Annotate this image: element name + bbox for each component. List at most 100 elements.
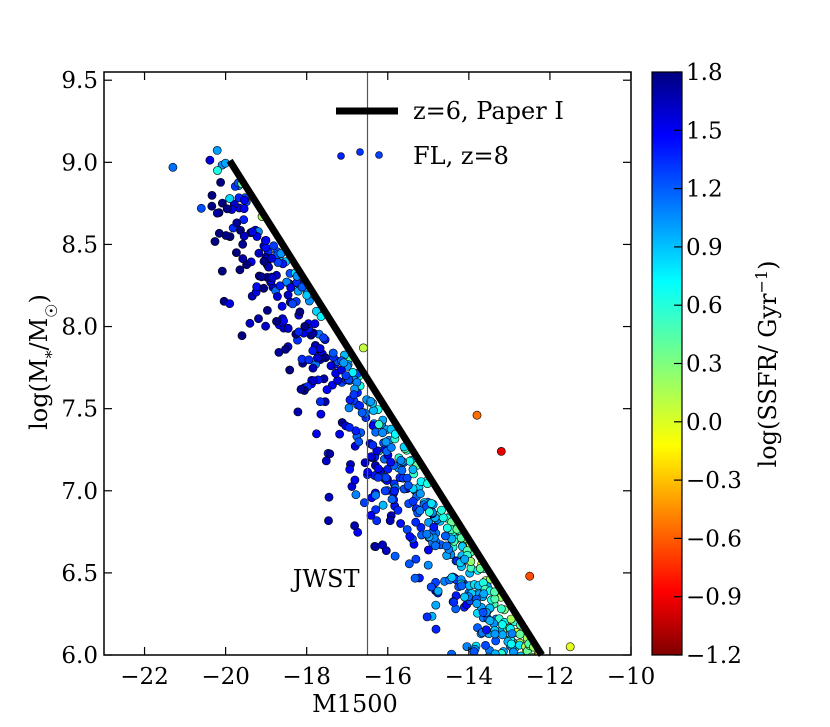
scatter-point xyxy=(272,292,282,301)
x-tick-label: −16 xyxy=(363,664,412,690)
scatter-point xyxy=(212,208,222,218)
scatter-point xyxy=(344,403,354,413)
scatter-point xyxy=(217,266,227,276)
scatter-point xyxy=(411,517,421,527)
scatter-point xyxy=(386,457,396,467)
scatter-point xyxy=(378,500,388,510)
scatter-point xyxy=(485,616,495,626)
scatter-point xyxy=(402,473,412,483)
scatter-point xyxy=(281,344,290,354)
y-tick-label: 6.5 xyxy=(61,561,98,587)
scatter-point xyxy=(396,455,406,465)
scatter-point xyxy=(238,254,248,264)
scatter-point xyxy=(341,371,351,380)
scatter-point xyxy=(405,532,415,541)
scatter-point xyxy=(478,608,488,617)
scatter-point xyxy=(325,449,335,459)
scatter-point xyxy=(238,239,248,249)
scatter-point xyxy=(442,523,452,533)
legend-dot-1 xyxy=(337,152,345,160)
scatter-point xyxy=(304,355,314,365)
scatter-point xyxy=(481,641,490,650)
scatter-point xyxy=(333,376,342,385)
scatter-point xyxy=(335,429,344,439)
scatter-point xyxy=(496,446,506,456)
scatter-point xyxy=(430,541,440,551)
scatter-point xyxy=(319,333,328,343)
scatter-point xyxy=(422,612,432,622)
scatter-point xyxy=(449,597,459,607)
y-axis-title: log(M*/M☉) xyxy=(25,294,61,430)
scatter-point xyxy=(385,516,395,526)
scatter-point xyxy=(405,456,415,466)
scatter-point xyxy=(372,516,382,526)
colorbar-tick-label: 1.5 xyxy=(686,118,723,144)
scatter-point xyxy=(511,664,519,672)
scatter-point xyxy=(296,384,306,394)
scatter-point xyxy=(232,218,242,228)
scatter-point xyxy=(397,465,407,475)
y-tick-label: 7.0 xyxy=(61,479,98,505)
scatter-point xyxy=(257,272,266,282)
scatter-point xyxy=(422,529,432,539)
scatter-point xyxy=(316,409,326,419)
scatter-point xyxy=(380,486,390,496)
scatter-point xyxy=(286,283,296,293)
x-tick-label: −18 xyxy=(282,664,331,690)
scatter-point xyxy=(396,519,405,528)
scatter-point xyxy=(235,265,245,275)
colorbar-title: log(SSFR/ Gyr−1) xyxy=(752,261,783,468)
scatter-point xyxy=(525,656,533,664)
scatter-point xyxy=(294,327,304,337)
scatter-point xyxy=(508,657,516,665)
scatter-point xyxy=(207,201,217,211)
y-tick-label: 9.0 xyxy=(61,150,98,176)
colorbar-tick-label: 0.9 xyxy=(686,235,723,261)
y-tick-label: 7.5 xyxy=(61,397,98,423)
x-axis-title: M1500 xyxy=(312,690,398,718)
y-tick-label: 9.5 xyxy=(61,68,98,94)
scatter-point xyxy=(387,494,397,504)
scatter-point xyxy=(390,551,400,561)
scatter-point xyxy=(308,363,318,373)
scatter-point xyxy=(517,662,525,670)
scatter-point xyxy=(269,241,278,251)
scatter-point xyxy=(498,630,507,640)
scatter-point xyxy=(351,490,361,500)
scatter-point xyxy=(354,437,364,447)
scatter-point xyxy=(415,489,425,499)
scatter-point xyxy=(462,642,472,651)
scatter-point xyxy=(247,227,257,237)
legend-dot-3 xyxy=(375,151,383,159)
scatter-point xyxy=(496,604,506,614)
scatter-point xyxy=(431,624,441,634)
y-tick-label: 6.0 xyxy=(61,643,98,669)
scatter-point xyxy=(369,406,378,415)
scatter-point xyxy=(168,162,178,172)
scatter-point xyxy=(411,554,421,564)
scatter-point xyxy=(408,465,418,474)
colorbar-ticks: 1.8 1.5 1.2 0.9 0.6 0.3 0.0 −0.3 −0.6 −0.9 −1.2 xyxy=(674,60,742,669)
scatter-point xyxy=(565,642,575,652)
scatter-point xyxy=(210,237,220,246)
scatter-point xyxy=(324,516,333,526)
scatter-point xyxy=(497,620,507,630)
scatter-point xyxy=(393,505,403,515)
scatter-point xyxy=(350,475,360,485)
scatter-point xyxy=(261,235,271,245)
scatter-point xyxy=(490,629,500,639)
scatter-point xyxy=(484,652,493,655)
scatter-point xyxy=(295,307,305,317)
scatter-point xyxy=(381,546,391,555)
scatter-point xyxy=(275,281,285,291)
scatter-point xyxy=(213,166,222,175)
scatter-point xyxy=(506,663,514,671)
scatter-point xyxy=(312,353,322,363)
scatter-point xyxy=(433,586,443,596)
scatter-point xyxy=(490,649,500,655)
scatter-point xyxy=(217,198,227,208)
scatter-point xyxy=(288,299,297,309)
scatter-point xyxy=(350,521,359,531)
scatter-point xyxy=(423,545,433,555)
scatter-point xyxy=(222,204,232,214)
